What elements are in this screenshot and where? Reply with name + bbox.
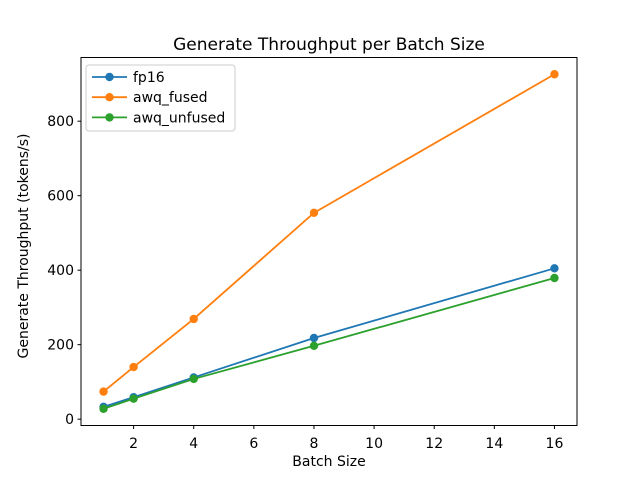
x-axis-label: Batch Size <box>292 454 365 470</box>
data-point-awq_fused <box>99 387 108 396</box>
chart-title: Generate Throughput per Batch Size <box>173 35 485 55</box>
y-tick-label: 200 <box>47 338 74 354</box>
data-point-awq_unfused <box>550 273 559 283</box>
x-tick-label: 12 <box>425 436 443 452</box>
x-tick-label: 2 <box>129 436 138 452</box>
legend-marker-fp16 <box>105 72 114 82</box>
legend-entry-fp16: fp16 <box>92 70 165 86</box>
data-point-awq_fused <box>550 70 559 79</box>
data-point-fp16 <box>550 264 559 273</box>
legend-entry-awq_unfused: awq_unfused <box>92 110 225 126</box>
x-tick-label: 14 <box>485 436 503 452</box>
y-tick-label: 0 <box>65 412 74 428</box>
plot-border <box>80 57 578 426</box>
series-line-awq_unfused <box>103 277 555 410</box>
legend-label-fp16: fp16 <box>133 70 165 86</box>
x-tick-label: 4 <box>189 436 198 452</box>
y-tick-label: 400 <box>47 263 74 279</box>
data-point-awq_unfused <box>129 394 138 403</box>
x-tick-label: 8 <box>310 436 319 452</box>
data-point-awq_fused <box>129 362 138 372</box>
x-axis-ticks: 2 4 6 8 10 12 14 16 <box>129 425 564 452</box>
legend-marker-awq_unfused <box>105 113 114 122</box>
legend-label-awq_fused: awq_fused <box>133 90 208 106</box>
y-tick-label: 600 <box>47 189 74 205</box>
legend: fp16 awq_fused awq_unfused <box>85 64 236 132</box>
data-point-awq_fused <box>309 208 319 218</box>
data-point-awq_unfused <box>189 374 198 384</box>
x-tick-label: 6 <box>249 436 258 452</box>
x-tick-label: 16 <box>546 436 564 452</box>
y-tick-label: 800 <box>47 114 74 130</box>
y-axis-ticks: 0 200 400 600 800 <box>47 114 81 428</box>
x-tick-label: 10 <box>365 436 383 452</box>
legend-entry-awq_fused: awq_fused <box>92 90 208 106</box>
data-point-awq_unfused <box>99 404 108 413</box>
y-axis-label: Generate Throughput (tokens/s) <box>16 134 32 359</box>
data-point-awq_unfused <box>309 341 319 350</box>
series-lines <box>99 70 559 413</box>
legend-marker-awq_fused <box>105 93 114 102</box>
data-point-awq_fused <box>189 314 198 324</box>
data-point-fp16 <box>309 333 319 343</box>
legend-label-awq_unfused: awq_unfused <box>133 110 225 126</box>
legend-box <box>85 64 236 132</box>
